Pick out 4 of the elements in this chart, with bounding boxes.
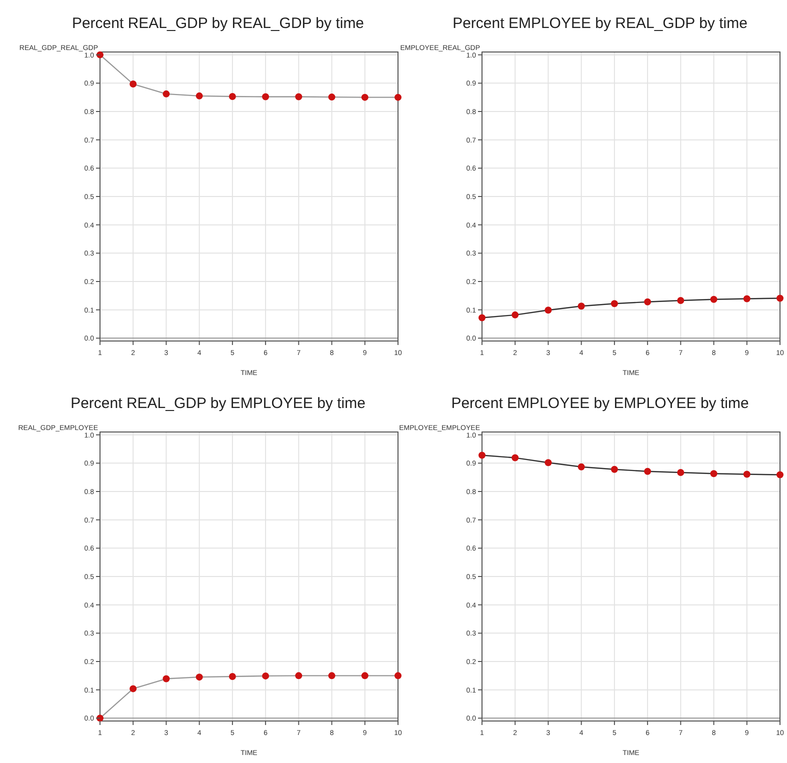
chart-title: Percent REAL_GDP by EMPLOYEE by time — [70, 395, 366, 412]
chart-title: Percent EMPLOYEE by EMPLOYEE by time — [451, 395, 749, 412]
chart-title: Percent REAL_GDP by REAL_GDP by time — [72, 15, 364, 32]
chart-title: Percent EMPLOYEE by REAL_GDP by time — [452, 15, 748, 32]
